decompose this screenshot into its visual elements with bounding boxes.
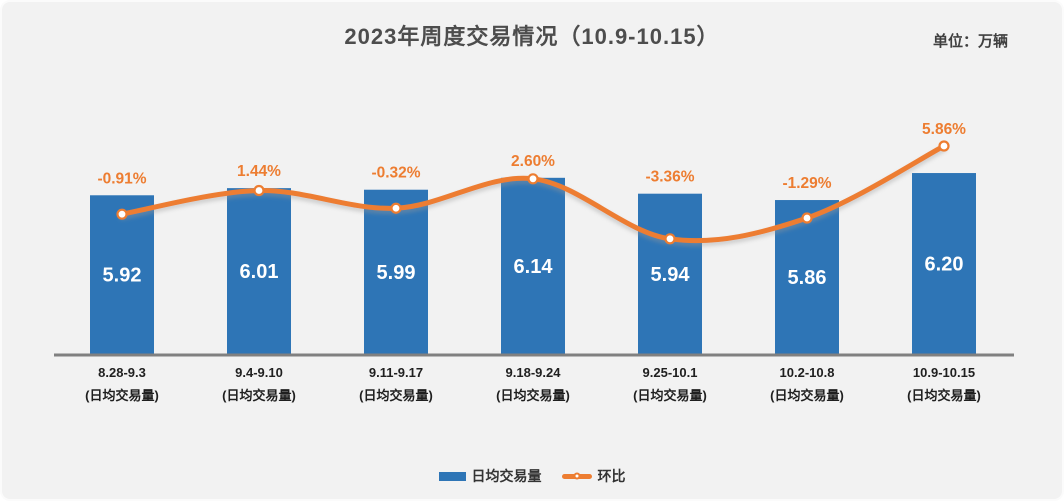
unit-label: 单位：万辆 [932, 33, 1008, 50]
bar-value-label: 6.14 [514, 256, 554, 278]
x-axis-label: 8.28-9.3 [98, 365, 146, 380]
pct-change-label: -0.32% [371, 165, 420, 182]
x-axis-sublabel: (日均交易量) [222, 388, 296, 403]
x-axis-label: 9.11-9.17 [369, 365, 423, 380]
line-marker-icon [573, 472, 580, 480]
bar-value-label: 6.01 [240, 261, 279, 283]
line-marker [116, 208, 128, 220]
line-series-swatch-icon [561, 472, 592, 480]
pct-change-label: 2.60% [511, 153, 555, 170]
bar-value-label: 5.94 [651, 264, 691, 286]
pct-change-label: -0.91% [97, 170, 146, 187]
line-marker [390, 202, 402, 214]
pct-change-label: -3.36% [645, 169, 694, 186]
legend-label-bar-series: 日均交易量 [471, 468, 542, 484]
bar-value-label: 5.99 [377, 262, 416, 284]
bar-value-label: 5.92 [103, 265, 142, 287]
x-axis-sublabel: (日均交易量) [496, 388, 570, 403]
line-marker [253, 184, 265, 197]
chart-legend: 日均交易量 环比 [2, 466, 1062, 486]
x-axis-sublabel: (日均交易量) [633, 388, 707, 403]
line-marker [801, 212, 813, 224]
bar-value-label: 5.86 [788, 267, 827, 289]
bar-value-label: 6.20 [925, 254, 964, 276]
line-marker [938, 140, 950, 152]
legend-item-line-series: 环比 [561, 466, 626, 486]
legend-item-bar-series: 日均交易量 [438, 466, 542, 486]
bar [364, 189, 428, 356]
line-marker [664, 233, 676, 245]
x-axis-label: 9.4-9.10 [235, 365, 283, 380]
bar-series-swatch-icon [438, 471, 466, 481]
pct-change-label: 5.86% [922, 121, 966, 138]
line-marker [527, 173, 539, 185]
x-axis-sublabel: (日均交易量) [85, 388, 159, 403]
bar [638, 193, 702, 356]
bar [90, 195, 154, 356]
x-axis-label: 10.2-10.8 [780, 365, 835, 380]
x-axis-sublabel: (日均交易量) [359, 388, 433, 403]
bar [501, 177, 565, 356]
x-axis-sublabel: (日均交易量) [907, 388, 981, 403]
x-axis-sublabel: (日均交易量) [770, 388, 844, 403]
pct-change-label: 1.44% [237, 163, 281, 180]
chart-title: 2023年周度交易情况（10.9-10.15） [344, 24, 720, 49]
bar [912, 173, 976, 356]
legend-label-line-series: 环比 [597, 468, 626, 484]
x-axis-label: 10.9-10.15 [913, 365, 975, 380]
bar [227, 188, 291, 356]
x-axis-label: 9.25-10.1 [643, 365, 698, 380]
pct-change-label: -1.29% [782, 175, 831, 192]
x-axis-label: 9.18-9.24 [506, 365, 562, 380]
